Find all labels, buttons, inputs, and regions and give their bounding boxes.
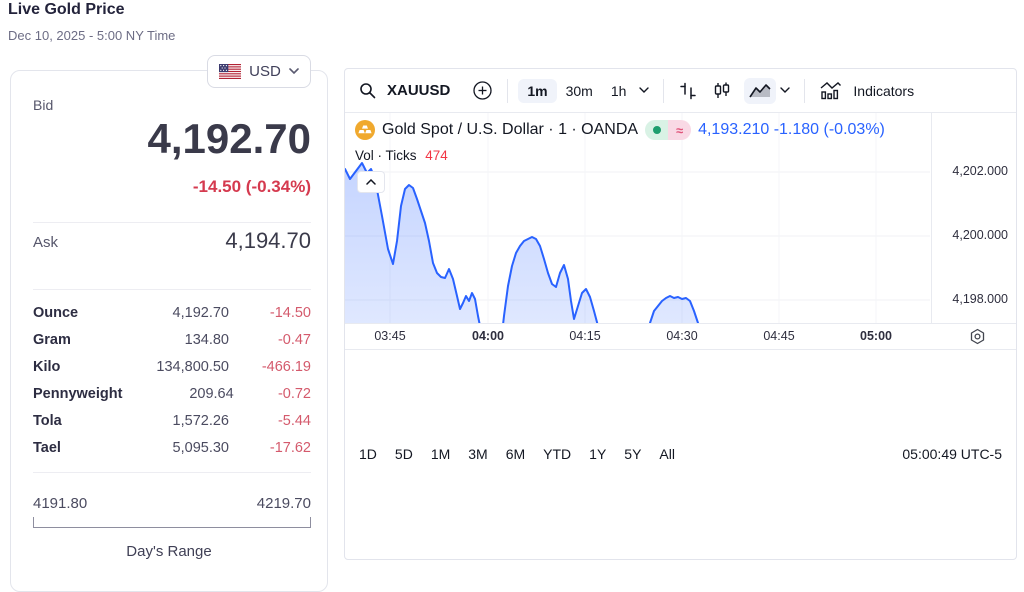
time-tick: 04:45 xyxy=(763,328,795,343)
divider xyxy=(33,222,311,223)
toolbar-separator xyxy=(804,78,806,103)
unit-change: -0.72 xyxy=(277,385,311,402)
unit-label: Tola xyxy=(33,412,62,429)
day-range-label: Day's Range xyxy=(126,543,212,560)
unit-value: 134,800.50 xyxy=(156,358,229,375)
range-ytd[interactable]: YTD xyxy=(543,446,572,463)
unit-value: 4,192.70 xyxy=(172,304,229,321)
table-row-kilo: Kilo 134,800.50 -466.19 xyxy=(33,353,311,380)
chart-body: Gold Spot / U.S. Dollar · 1 · OANDA ≈ 4,… xyxy=(345,113,1016,323)
unit-label: Kilo xyxy=(33,358,61,375)
range-3m[interactable]: 3M xyxy=(468,446,488,463)
day-range-low: 4191.80 xyxy=(33,495,88,512)
time-tick: 04:30 xyxy=(666,328,698,343)
range-5d[interactable]: 5D xyxy=(394,446,413,463)
compare-add-icon[interactable] xyxy=(468,76,497,105)
time-tick: 04:15 xyxy=(569,328,601,343)
range-6m[interactable]: 6M xyxy=(505,446,526,463)
gold-coin-icon xyxy=(355,120,375,140)
table-row-gram: Gram 134.80 -0.47 xyxy=(33,326,311,353)
volume-legend: Vol · Ticks 474 xyxy=(355,148,448,163)
divider xyxy=(33,289,311,290)
unit-price-table: Ounce 4,192.70 -14.50 Gram 134.80 -0.47 … xyxy=(33,299,311,461)
range-all[interactable]: All xyxy=(659,446,675,463)
chart-panel: XAUUSD 1m 30m 1h Indicators xyxy=(344,68,1017,560)
day-range-bracket xyxy=(33,517,311,528)
unit-change: -17.62 xyxy=(269,439,311,456)
range-toolbar: 1D 5D 1M 3M 6M YTD 1Y 5Y All 05:00:49 UT… xyxy=(345,348,1016,560)
time-axis[interactable]: 03:45 04:00 04:15 04:30 04:45 05:00 xyxy=(345,322,1016,349)
table-row-tola: Tola 1,572.26 -5.44 xyxy=(33,407,311,434)
unit-change: -5.44 xyxy=(277,412,311,429)
unit-label: Tael xyxy=(33,439,61,456)
range-1y[interactable]: 1Y xyxy=(589,446,607,463)
indicators-button[interactable]: Indicators xyxy=(853,82,915,99)
time-tick: 04:00 xyxy=(472,328,504,343)
market-open-dot-icon xyxy=(645,120,669,140)
range-5y[interactable]: 5Y xyxy=(624,446,642,463)
timeframe-1h[interactable]: 1h xyxy=(610,82,627,99)
unit-change: -14.50 xyxy=(269,304,311,321)
bid-change: -14.50 (-0.34%) xyxy=(192,177,311,196)
range-1d[interactable]: 1D xyxy=(359,446,377,463)
search-icon[interactable] xyxy=(355,78,380,103)
chart-toolbar: XAUUSD 1m 30m 1h Indicators xyxy=(345,69,1016,113)
table-row-tael: Tael 5,095.30 -17.62 xyxy=(33,434,311,461)
toolbar-separator xyxy=(507,78,509,103)
volume-label: Vol · Ticks xyxy=(355,148,417,163)
symbol-legend: Gold Spot / U.S. Dollar · 1 · OANDA ≈ 4,… xyxy=(355,120,885,140)
market-status-pill: ≈ xyxy=(645,120,692,140)
unit-value: 209.64 xyxy=(189,385,234,402)
currency-selector[interactable]: USD xyxy=(207,55,311,88)
chart-plot-area[interactable] xyxy=(345,113,930,323)
chevron-down-icon xyxy=(289,68,299,75)
unit-value: 134.80 xyxy=(184,331,229,348)
candles-style-icon[interactable] xyxy=(708,77,736,105)
toolbar-separator xyxy=(663,78,665,103)
bars-style-icon[interactable] xyxy=(674,77,702,105)
us-flag-icon xyxy=(219,64,242,79)
unit-label: Pennyweight xyxy=(33,385,123,402)
unit-label: Gram xyxy=(33,331,71,348)
timeframe-30m[interactable]: 30m xyxy=(565,82,593,99)
unit-change: -466.19 xyxy=(261,358,311,375)
area-style-icon[interactable] xyxy=(744,77,777,104)
page-title: Live Gold Price xyxy=(8,1,125,18)
symbol-search-button[interactable]: XAUUSD xyxy=(387,82,451,99)
unit-change: -0.47 xyxy=(277,331,311,348)
time-tick: 03:45 xyxy=(374,328,406,343)
table-row-ounce: Ounce 4,192.70 -14.50 xyxy=(33,299,311,326)
unit-value: 1,572.26 xyxy=(172,412,229,429)
price-axis[interactable]: 4,202.000 4,200.000 4,198.000 4,196.000 … xyxy=(931,113,1016,323)
unit-label: Ounce xyxy=(33,304,79,321)
ask-label: Ask xyxy=(33,234,59,251)
bid-label: Bid xyxy=(33,97,54,113)
delayed-data-icon: ≈ xyxy=(668,120,692,140)
price-tick: 4,200.000 xyxy=(952,228,1008,242)
quote-panel: Bid 4,192.70 -14.50 (-0.34%) Ask 4,194.7… xyxy=(10,70,328,592)
session-clock: 05:00:49 UTC-5 xyxy=(902,446,1002,463)
bid-price: 4,192.70 xyxy=(147,115,312,162)
ask-price: 4,194.70 xyxy=(225,228,311,253)
style-menu-chevron-icon[interactable] xyxy=(776,83,794,98)
axis-settings-gear-icon[interactable] xyxy=(969,328,986,345)
timeframe-1m[interactable]: 1m xyxy=(518,78,557,103)
symbol-title[interactable]: Gold Spot / U.S. Dollar · 1 · OANDA xyxy=(382,121,639,138)
timeframe-menu-chevron-icon[interactable] xyxy=(635,83,653,98)
page-subtitle: Dec 10, 2025 - 5:00 NY Time xyxy=(8,28,176,43)
legend-collapse-button[interactable] xyxy=(357,171,385,193)
currency-label: USD xyxy=(249,63,281,80)
range-1m[interactable]: 1M xyxy=(430,446,451,463)
divider xyxy=(33,472,311,473)
page-header: Live Gold Price Dec 10, 2025 - 5:00 NY T… xyxy=(8,1,175,43)
table-row-pennyweight: Pennyweight 209.64 -0.72 xyxy=(33,380,311,407)
time-tick: 05:00 xyxy=(860,328,892,343)
price-tick: 4,198.000 xyxy=(952,292,1008,306)
day-range-high: 4219.70 xyxy=(256,495,311,512)
legend-price-change: 4,193.210 -1.180 (-0.03%) xyxy=(698,121,885,138)
volume-value: 474 xyxy=(425,148,448,163)
indicators-icon[interactable] xyxy=(815,77,846,104)
unit-value: 5,095.30 xyxy=(172,439,229,456)
price-tick: 4,202.000 xyxy=(952,164,1008,178)
